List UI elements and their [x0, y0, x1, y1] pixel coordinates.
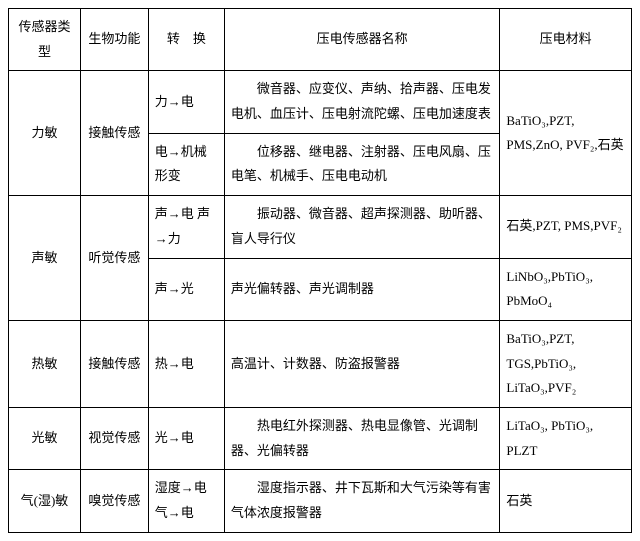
table-row: 力敏 接触传感 力→电 微音器、应变仪、声纳、拾声器、压电发电机、血压计、压电射…: [9, 71, 632, 133]
cell-type: 光敏: [9, 407, 81, 469]
cell-conv: 热→电: [148, 320, 224, 407]
cell-name: 声光偏转器、声光调制器: [224, 258, 500, 320]
cell-mat: BaTiO₃,PZT, TGS,PbTiO₃, LiTaO₃,PVF₂: [500, 320, 632, 407]
header-conv: 转 换: [148, 9, 224, 71]
cell-mat: LiNbO₃,PbTiO₃, PbMoO₄: [500, 258, 632, 320]
cell-conv: 声→电 声→力: [148, 196, 224, 258]
cell-type: 热敏: [9, 320, 81, 407]
cell-bio: 视觉传感: [80, 407, 148, 469]
cell-bio: 听觉传感: [80, 196, 148, 321]
cell-bio: 接触传感: [80, 320, 148, 407]
cell-bio: 接触传感: [80, 71, 148, 196]
table-row: 热敏 接触传感 热→电 高温计、计数器、防盗报警器 BaTiO₃,PZT, TG…: [9, 320, 632, 407]
header-name: 压电传感器名称: [224, 9, 500, 71]
sensor-table: 传感器类型 生物功能 转 换 压电传感器名称 压电材料 力敏 接触传感 力→电 …: [8, 8, 632, 533]
cell-name: 微音器、应变仪、声纳、拾声器、压电发电机、血压计、压电射流陀螺、压电加速度表: [224, 71, 500, 133]
cell-type: 声敏: [9, 196, 81, 321]
cell-mat: 石英,PZT, PMS,PVF₂: [500, 196, 632, 258]
header-mat: 压电材料: [500, 9, 632, 71]
header-row: 传感器类型 生物功能 转 换 压电传感器名称 压电材料: [9, 9, 632, 71]
cell-conv: 电→机械形变: [148, 133, 224, 195]
cell-type: 气(湿)敏: [9, 470, 81, 532]
table-row: 气(湿)敏 嗅觉传感 湿度→电 气→电 湿度指示器、井下瓦斯和大气污染等有害气体…: [9, 470, 632, 532]
header-type: 传感器类型: [9, 9, 81, 71]
cell-name: 振动器、微音器、超声探测器、助听器、盲人导行仪: [224, 196, 500, 258]
cell-bio: 嗅觉传感: [80, 470, 148, 532]
cell-name: 位移器、继电器、注射器、压电风扇、压电笔、机械手、压电电动机: [224, 133, 500, 195]
cell-name: 湿度指示器、井下瓦斯和大气污染等有害气体浓度报警器: [224, 470, 500, 532]
table-row: 声敏 听觉传感 声→电 声→力 振动器、微音器、超声探测器、助听器、盲人导行仪 …: [9, 196, 632, 258]
cell-conv: 力→电: [148, 71, 224, 133]
header-bio: 生物功能: [80, 9, 148, 71]
cell-mat: 石英: [500, 470, 632, 532]
cell-mat: LiTaO₃, PbTiO₃, PLZT: [500, 407, 632, 469]
cell-mat: BaTiO₃,PZT, PMS,ZnO, PVF₂,石英: [500, 71, 632, 196]
cell-name: 高温计、计数器、防盗报警器: [224, 320, 500, 407]
cell-type: 力敏: [9, 71, 81, 196]
cell-conv: 光→电: [148, 407, 224, 469]
cell-conv: 湿度→电 气→电: [148, 470, 224, 532]
table-row: 光敏 视觉传感 光→电 热电红外探测器、热电显像管、光调制器、光偏转器 LiTa…: [9, 407, 632, 469]
cell-conv: 声→光: [148, 258, 224, 320]
cell-name: 热电红外探测器、热电显像管、光调制器、光偏转器: [224, 407, 500, 469]
